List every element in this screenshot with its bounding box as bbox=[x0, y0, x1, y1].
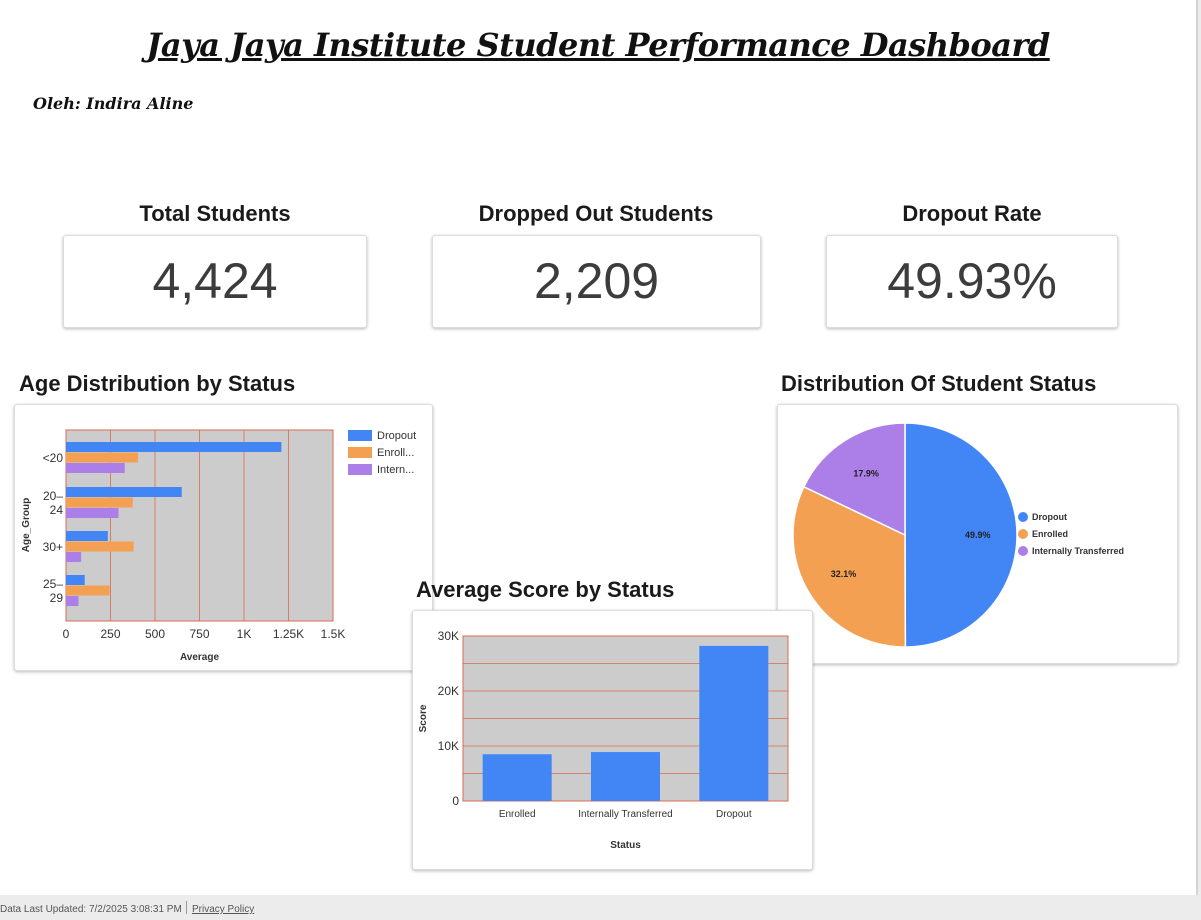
y-tick-label: 30K bbox=[438, 629, 459, 643]
y-tick-label: 30+ bbox=[43, 540, 63, 554]
y-tick-label: 20K bbox=[438, 684, 459, 698]
student-status-pie-chart[interactable]: 49.9% 32.1% 17.9% Dropout Enrolled Internally… bbox=[778, 405, 1177, 663]
kpi-dropped-value: 2,209 bbox=[533, 253, 660, 309]
age-chart-heading: Age Distribution by Status bbox=[19, 371, 296, 396]
bar-dropout bbox=[66, 575, 85, 585]
bar-dropout bbox=[66, 442, 282, 452]
bar-internally-transferred bbox=[66, 552, 82, 562]
pie-slice-enrolled bbox=[792, 485, 907, 648]
pie-slice-internally-transferred bbox=[802, 422, 906, 537]
x-tick-label: 0 bbox=[63, 627, 70, 641]
x-tick-label: 750 bbox=[189, 627, 209, 641]
y-axis-title: Score bbox=[418, 704, 429, 732]
legend-swatch bbox=[348, 447, 372, 458]
legend-label: Enroll... bbox=[377, 447, 414, 459]
bar-enrolled bbox=[66, 585, 110, 596]
x-tick-label: 1.5K bbox=[321, 627, 346, 641]
pie-chart-heading: Distribution Of Student Status bbox=[781, 371, 1097, 396]
bar-dropout bbox=[699, 645, 769, 801]
legend-label: Internally Transferred bbox=[1032, 546, 1124, 556]
y-tick-label: <20 bbox=[43, 451, 64, 465]
kpi-total-card[interactable]: 4,424 bbox=[63, 235, 367, 328]
legend-dot bbox=[1018, 529, 1028, 539]
bar-internally-transferred bbox=[591, 752, 660, 801]
legend-dot bbox=[1018, 512, 1028, 522]
y-axis-title: Age_Group bbox=[21, 498, 32, 552]
legend-label: Intern... bbox=[377, 464, 414, 476]
privacy-policy-link[interactable]: Privacy Policy bbox=[192, 904, 255, 915]
y-tick-label: 24 bbox=[50, 503, 64, 517]
kpi-rate-label: Dropout Rate bbox=[902, 201, 1042, 226]
legend-label: Dropout bbox=[1032, 512, 1067, 522]
bar-internally-transferred bbox=[66, 463, 125, 473]
x-tick-label: 500 bbox=[145, 627, 165, 641]
bar-internally-transferred bbox=[66, 596, 79, 606]
bar-enrolled bbox=[482, 754, 552, 801]
dashboard-title: Jaya Jaya Institute Student Performance … bbox=[146, 26, 1050, 64]
score-chart-card[interactable]: 0 10K 20K 30K Enrolled Internally Transferred… bbox=[412, 610, 813, 870]
pie-slice-label: 17.9% bbox=[853, 468, 879, 478]
pie-slice-dropout bbox=[904, 422, 1018, 648]
x-tick-label: Dropout bbox=[716, 809, 752, 820]
author-text: Oleh: Indira Aline bbox=[33, 94, 194, 113]
x-tick-label: Enrolled bbox=[499, 809, 536, 820]
x-tick-label: 1K bbox=[237, 627, 252, 641]
kpi-rate-card[interactable]: 49.93% bbox=[826, 235, 1118, 328]
score-chart-heading: Average Score by Status bbox=[416, 577, 675, 602]
age-chart-card[interactable]: 0 250 500 750 1K 1.25K 1.5K <20 20– 24 30+ 25– 29 Ave… bbox=[14, 404, 433, 671]
legend-dot bbox=[1018, 546, 1028, 556]
kpi-total-value: 4,424 bbox=[152, 253, 278, 309]
y-tick-label: 0 bbox=[452, 794, 459, 808]
x-axis-title: Status bbox=[610, 840, 641, 851]
bar-enrolled bbox=[66, 541, 134, 552]
legend-label: Dropout bbox=[377, 430, 416, 442]
average-score-chart[interactable]: 0 10K 20K 30K Enrolled Internally Transferred… bbox=[413, 611, 812, 869]
legend-label: Enrolled bbox=[1032, 529, 1068, 539]
report-footer: Data Last Updated: 7/2/2025 3:08:31 PM P… bbox=[0, 895, 1201, 920]
y-tick-label: 25– bbox=[43, 577, 63, 591]
bar-internally-transferred bbox=[66, 508, 119, 518]
y-tick-label: 10K bbox=[438, 739, 459, 753]
bar-enrolled bbox=[66, 497, 133, 508]
kpi-dropped-card[interactable]: 2,209 bbox=[432, 235, 761, 328]
bar-dropout bbox=[66, 487, 182, 497]
pie-chart-card[interactable]: 49.9% 32.1% 17.9% Dropout Enrolled Internally… bbox=[777, 404, 1178, 664]
footer-divider bbox=[186, 901, 187, 914]
bar-dropout bbox=[66, 531, 108, 541]
report-canvas: Jaya Jaya Institute Student Performance … bbox=[0, 0, 1196, 895]
x-tick-label: Internally Transferred bbox=[578, 809, 673, 820]
pie-slice-label: 49.9% bbox=[965, 530, 991, 540]
x-tick-label: 1.25K bbox=[273, 627, 304, 641]
legend-swatch bbox=[348, 430, 372, 441]
age-distribution-chart[interactable]: 0 250 500 750 1K 1.25K 1.5K <20 20–24 30+ 25–29 Ave… bbox=[15, 405, 432, 670]
kpi-dropped-label: Dropped Out Students bbox=[478, 201, 714, 226]
pie-slice-label: 32.1% bbox=[831, 569, 857, 579]
y-tick-label: 29 bbox=[50, 591, 64, 605]
x-tick-label: 250 bbox=[100, 627, 120, 641]
canvas-edge bbox=[1196, 0, 1198, 895]
y-tick-label: 20– bbox=[43, 489, 63, 503]
bar-enrolled bbox=[66, 452, 139, 463]
kpi-total-label: Total Students bbox=[139, 201, 291, 226]
last-updated-text: Data Last Updated: 7/2/2025 3:08:31 PM bbox=[0, 904, 182, 915]
legend-swatch bbox=[348, 464, 372, 475]
x-axis-title: Average bbox=[180, 652, 220, 663]
kpi-rate-value: 49.93% bbox=[887, 253, 1057, 309]
